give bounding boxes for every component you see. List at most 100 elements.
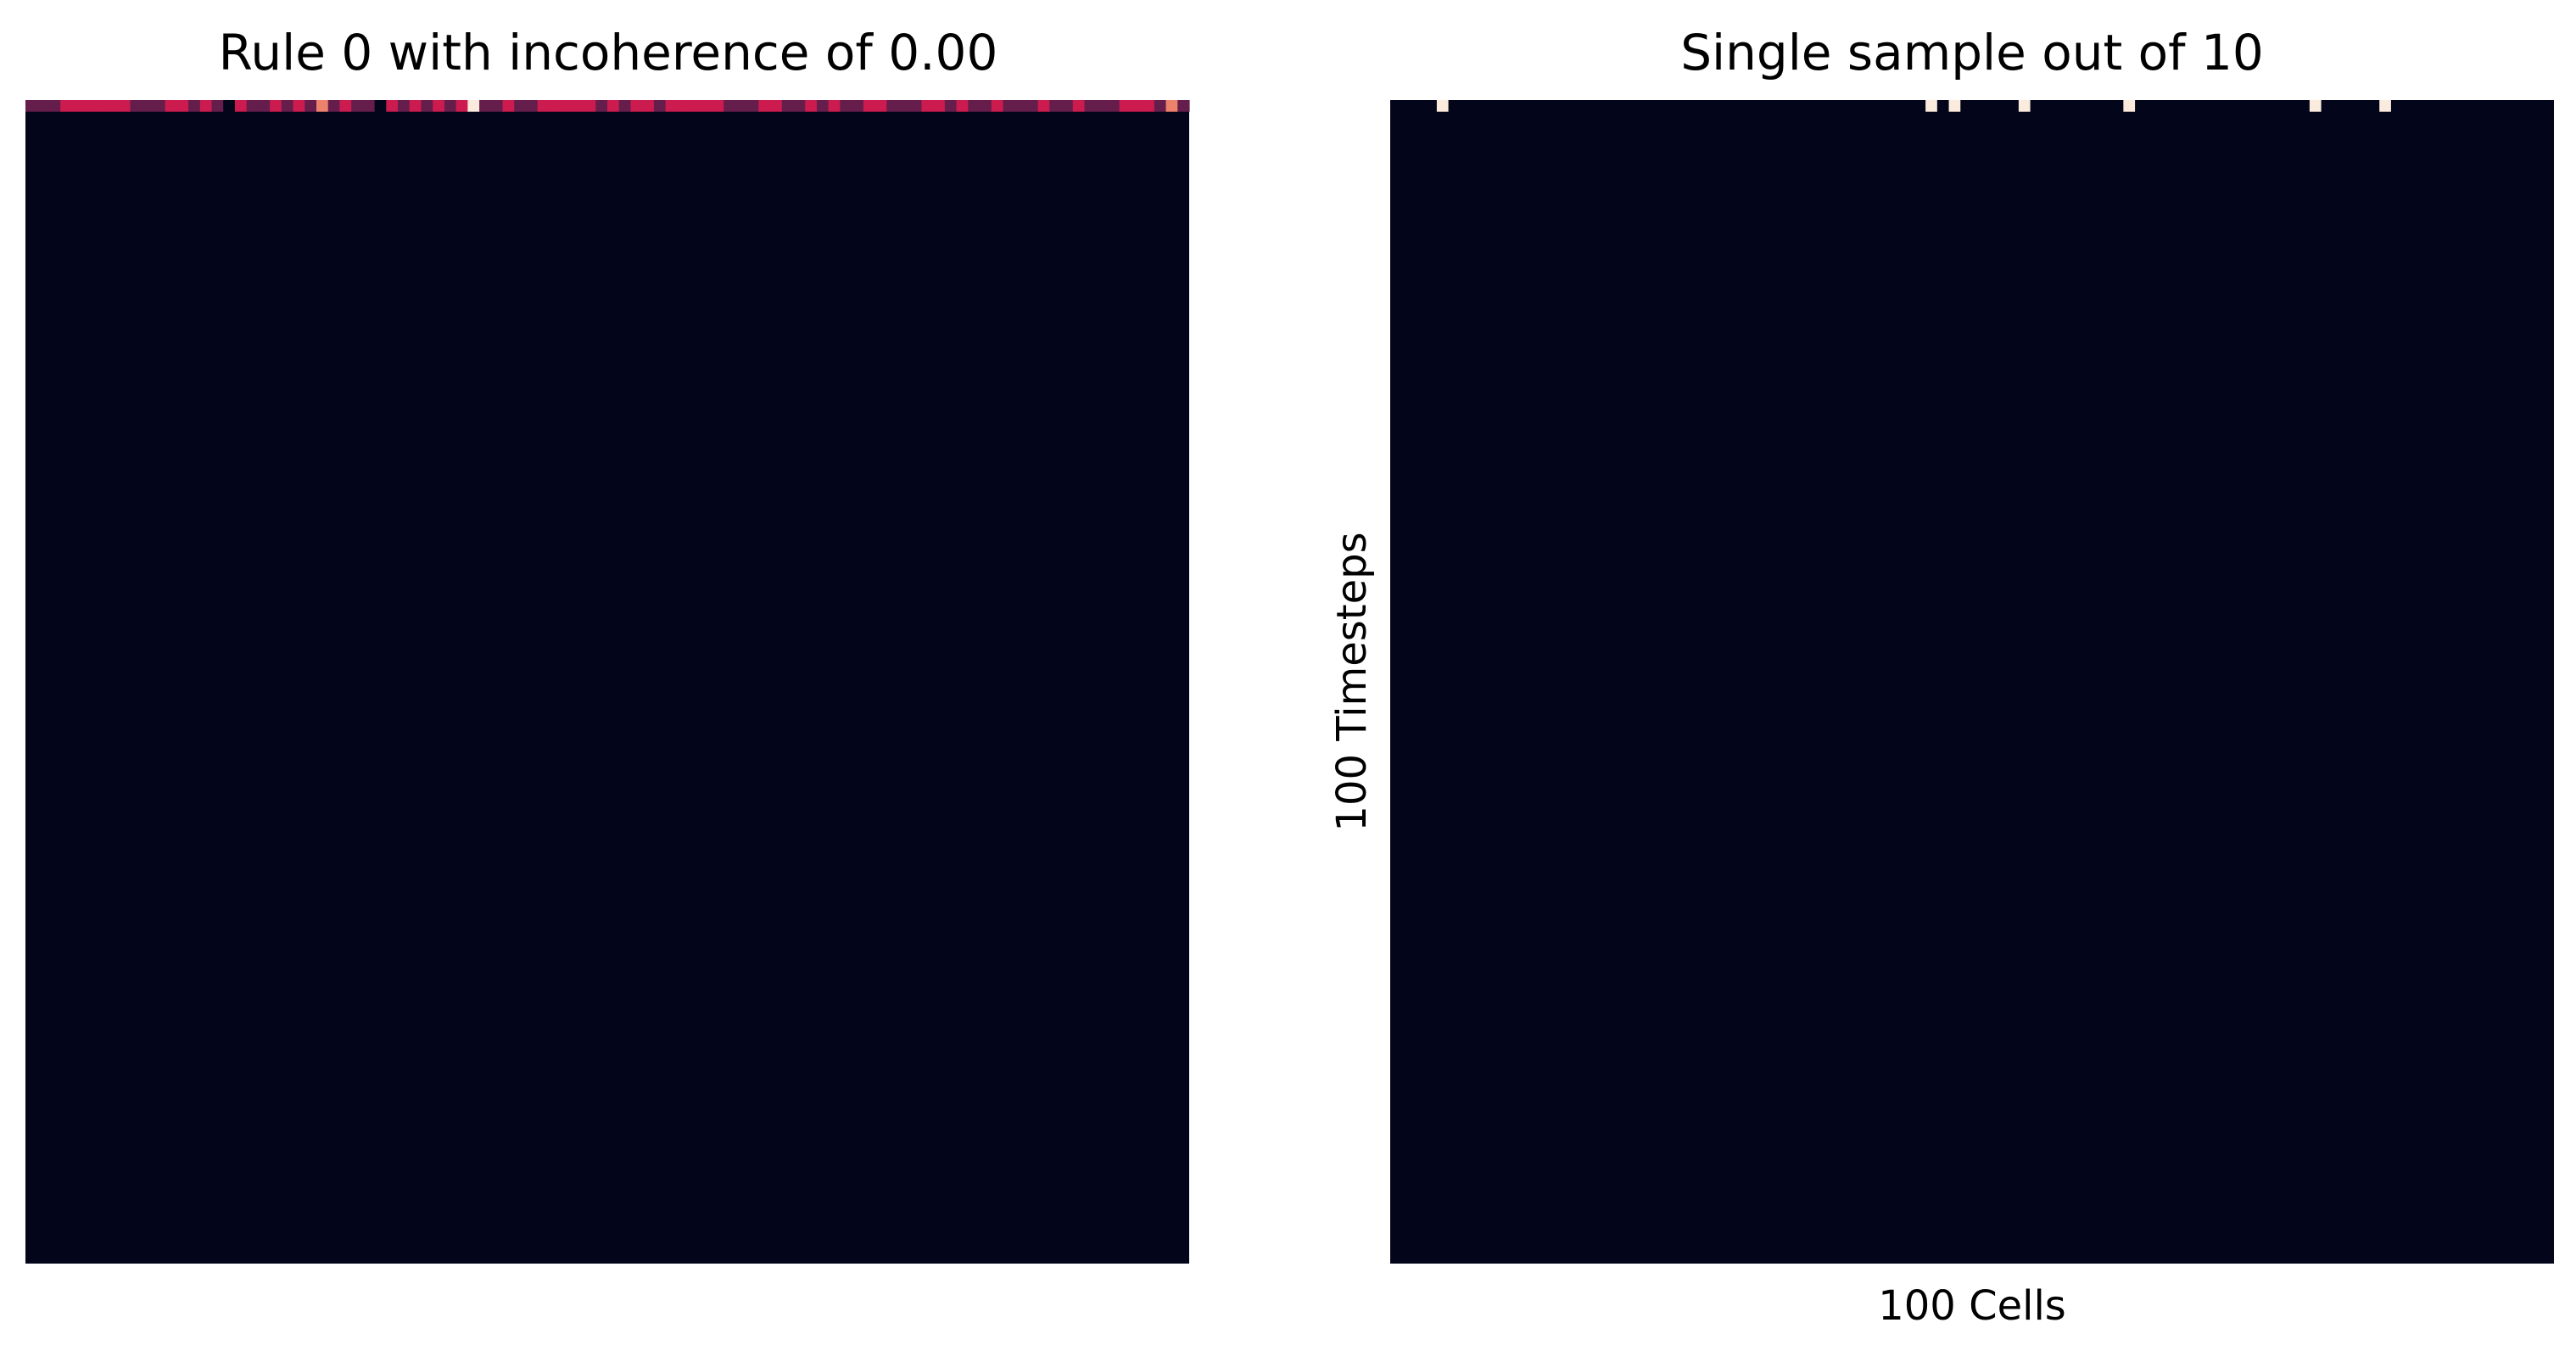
left-heatmap-cell: [816, 100, 830, 112]
left-heatmap-cell: [770, 100, 783, 112]
left-heatmap-cell: [502, 100, 515, 112]
left-heatmap-cell: [746, 100, 759, 112]
left-heatmap-cell: [886, 100, 899, 112]
left-heatmap-cell: [1177, 100, 1190, 112]
left-heatmap-cell: [316, 100, 329, 112]
right-y-axis-label: 100 Timesteps: [1328, 532, 1376, 831]
left-heatmap-cell: [444, 100, 457, 112]
right-x-axis-label: 100 Cells: [1878, 1282, 2066, 1330]
left-heatmap-cell: [479, 100, 492, 112]
left-heatmap-cell: [909, 100, 923, 112]
left-heatmap-cell: [852, 100, 864, 112]
left-heatmap-cell: [467, 100, 480, 112]
left-heatmap-cell: [305, 100, 317, 112]
left-heatmap-cell: [362, 100, 376, 112]
left-heatmap-cell: [142, 100, 154, 112]
right-heatmap-active-cell: [2309, 100, 2322, 112]
left-heatmap-cell: [595, 100, 608, 112]
right-heatmap: [1390, 100, 2554, 1264]
left-heatmap-cell: [1096, 100, 1109, 112]
left-heatmap-cell: [455, 100, 468, 112]
right-heatmap-background: [1390, 100, 2554, 1264]
left-heatmap-cell: [25, 100, 38, 112]
left-heatmap: [25, 100, 1190, 1264]
left-heatmap-cell: [933, 100, 946, 112]
left-heatmap-cell: [618, 100, 632, 112]
left-heatmap-cell: [36, 100, 50, 112]
right-heatmap-active-cell: [1925, 100, 1937, 112]
right-heatmap-active-cell: [2379, 100, 2391, 112]
left-heatmap-cell: [724, 100, 736, 112]
left-heatmap-cell: [1003, 100, 1015, 112]
right-heatmap-active-cell: [1436, 100, 1449, 112]
right-heatmap-active-cell: [2018, 100, 2031, 112]
left-heatmap-cell: [921, 100, 934, 112]
left-heatmap-cell: [1131, 100, 1143, 112]
left-heatmap-background: [25, 100, 1189, 1264]
left-heatmap-cell: [898, 100, 911, 112]
left-heatmap-cell: [351, 100, 364, 112]
left-heatmap-cell: [572, 100, 585, 112]
left-heatmap-cell: [525, 100, 539, 112]
left-heatmap-cell: [398, 100, 411, 112]
right-heatmap-active-cell: [2123, 100, 2136, 112]
left-heatmap-cell: [71, 100, 85, 112]
left-heatmap-cell: [153, 100, 166, 112]
left-heatmap-cell: [327, 100, 341, 112]
left-heatmap-cell: [1107, 100, 1120, 112]
left-heatmap-cell: [537, 100, 550, 112]
left-heatmap-cell: [1049, 100, 1062, 112]
left-heatmap-cell: [409, 100, 422, 112]
left-heatmap-cell: [386, 100, 399, 112]
left-heatmap-cell: [421, 100, 433, 112]
left-heatmap-cell: [293, 100, 305, 112]
left-heatmap-cell: [1143, 100, 1155, 112]
left-heatmap-cell: [433, 100, 445, 112]
left-heatmap-cell: [677, 100, 690, 112]
left-heatmap-cell: [199, 100, 213, 112]
left-heatmap-cell: [1025, 100, 1039, 112]
left-heatmap-cell: [561, 100, 573, 112]
left-heatmap-cell: [130, 100, 142, 112]
left-heatmap-cell: [991, 100, 1004, 112]
left-heatmap-cell: [642, 100, 655, 112]
left-heatmap-cell: [1084, 100, 1097, 112]
left-heatmap-cell: [805, 100, 818, 112]
left-heatmap-cell: [863, 100, 876, 112]
left-heatmap-cell: [1037, 100, 1050, 112]
left-heatmap-cell: [712, 100, 724, 112]
left-heatmap-cell: [735, 100, 748, 112]
left-heatmap-cell: [490, 100, 504, 112]
left-heatmap-cell: [118, 100, 131, 112]
left-heatmap-cell: [83, 100, 96, 112]
left-heatmap-cell: [689, 100, 701, 112]
left-heatmap-cell: [665, 100, 678, 112]
left-heatmap-cell: [653, 100, 667, 112]
right-chart-title: Single sample out of 10: [1680, 24, 2264, 81]
left-heatmap-cell: [1072, 100, 1086, 112]
left-heatmap-cell: [607, 100, 620, 112]
left-heatmap-cell: [1154, 100, 1167, 112]
left-heatmap-cell: [980, 100, 992, 112]
left-heatmap-cell: [514, 100, 527, 112]
left-heatmap-cell: [270, 100, 282, 112]
left-heatmap-cell: [968, 100, 981, 112]
left-heatmap-cell: [107, 100, 120, 112]
left-heatmap-cell: [758, 100, 771, 112]
left-heatmap-cell: [1061, 100, 1074, 112]
left-heatmap-cell: [630, 100, 643, 112]
left-heatmap-cell: [781, 100, 795, 112]
left-heatmap-cell: [1014, 100, 1027, 112]
left-chart-title: Rule 0 with incoherence of 0.00: [219, 24, 998, 81]
left-heatmap-cell: [246, 100, 259, 112]
left-heatmap-cell: [549, 100, 562, 112]
left-heatmap-cell: [339, 100, 352, 112]
left-heatmap-cell: [48, 100, 61, 112]
left-heatmap-cell: [874, 100, 887, 112]
left-heatmap-cell: [223, 100, 236, 112]
left-heatmap-cell: [281, 100, 294, 112]
left-heatmap-cell: [374, 100, 387, 112]
left-heatmap-cell: [60, 100, 73, 112]
left-heatmap-cell: [840, 100, 852, 112]
